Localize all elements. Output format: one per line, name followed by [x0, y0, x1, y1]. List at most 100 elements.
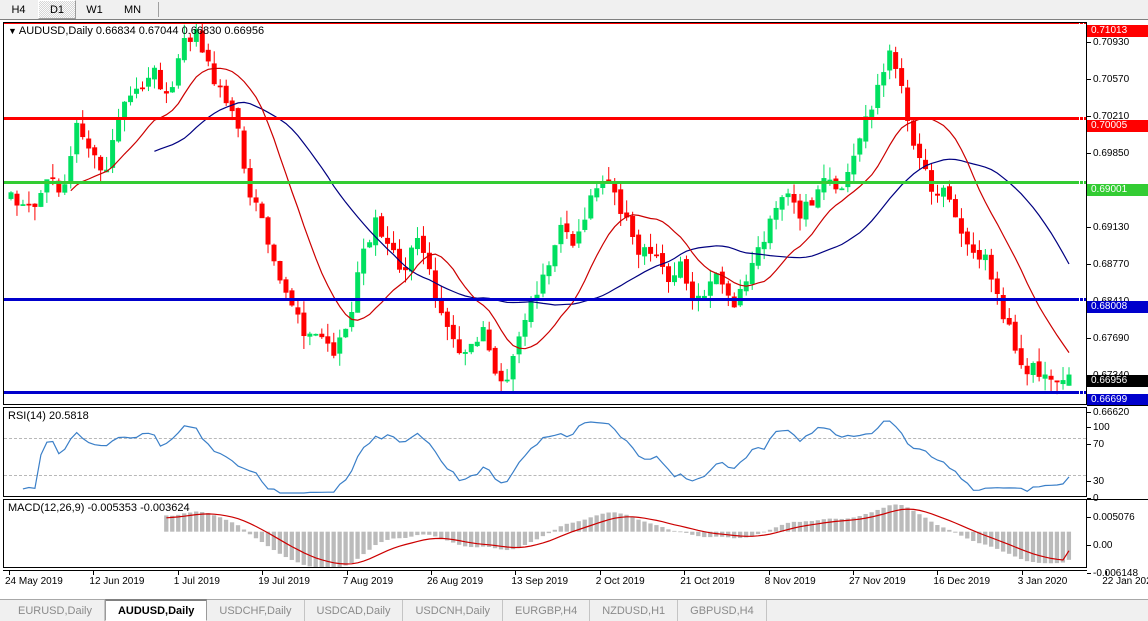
candlestick-plot — [8, 23, 1072, 395]
chart-tab-label: USDCNH,Daily — [415, 604, 491, 617]
period-button-d1[interactable]: D1 — [38, 0, 76, 19]
axis-tick-macd: -0.006148 — [1087, 568, 1148, 580]
time-tick — [853, 571, 854, 575]
rsi-level-30 — [4, 475, 1086, 476]
hline-support-69001[interactable] — [4, 180, 1086, 185]
axis-tick-label: 0.005076 — [1093, 512, 1135, 523]
chart-tab-nzdusd[interactable]: NZDUSD,H1 — [590, 600, 679, 621]
time-label: 8 Nov 2019 — [764, 576, 816, 587]
time-tick — [684, 571, 686, 575]
hline-handle[interactable] — [1079, 180, 1084, 185]
macd-pane[interactable]: MACD(12,26,9) -0.005353 -0.003624 — [3, 499, 1087, 568]
chart-tab-label: USDCHF,Daily — [219, 604, 292, 617]
axis-tick-label: 0 — [1093, 493, 1099, 504]
price-tag-label: 0.69001 — [1091, 184, 1128, 195]
price-tag-resistance[interactable]: 0.70005 — [1087, 120, 1148, 132]
time-label: 2 Oct 2019 — [595, 576, 645, 587]
period-label: MN — [123, 3, 142, 16]
chart-tab-strip: EURUSD,Daily AUDUSD,Daily USDCHF,Daily U… — [0, 599, 1148, 621]
time-label: 21 Oct 2019 — [680, 576, 735, 587]
time-tick — [768, 571, 770, 575]
hline-handle[interactable] — [1079, 116, 1084, 121]
axis-tick: 0.68770 — [1087, 259, 1148, 271]
time-tick — [937, 571, 939, 575]
period-button-mn[interactable]: MN — [114, 0, 152, 19]
period-button-w1[interactable]: W1 — [76, 0, 114, 19]
axis-tick: 0.69850 — [1087, 148, 1148, 160]
time-tick — [1106, 571, 1108, 575]
price-tag-support[interactable]: 0.69001 — [1087, 184, 1148, 196]
time-tick — [177, 571, 179, 575]
axis-tick-label: 0.70930 — [1093, 37, 1130, 48]
axis-tick: 0.70210 — [1087, 111, 1148, 123]
hline-resistance-71013[interactable] — [4, 23, 1086, 25]
axis-tick-label: 70 — [1093, 439, 1105, 450]
hline-handle[interactable] — [1079, 297, 1084, 302]
axis-tick-rsi: 70 — [1087, 439, 1148, 451]
time-label: 12 Jun 2019 — [89, 576, 145, 587]
axis-tick: 0.70570 — [1087, 74, 1148, 86]
time-tick — [93, 571, 95, 575]
time-tick — [346, 571, 348, 575]
hline-resistance-70005[interactable] — [4, 116, 1086, 121]
chart-tab-audusd[interactable]: AUDUSD,Daily — [104, 599, 208, 621]
time-label: 19 Jul 2019 — [258, 576, 310, 587]
rsi-pane[interactable]: RSI(14) 20.5818 — [3, 407, 1087, 497]
time-label: 26 Aug 2019 — [427, 576, 484, 587]
chart-tab-label: EURUSD,Daily — [18, 604, 92, 617]
chart-tab-usdcad[interactable]: USDCAD,Daily — [305, 600, 404, 621]
chart-tab-label: USDCAD,Daily — [316, 604, 391, 617]
axis-tick-rsi: 100 — [1087, 422, 1148, 434]
price-tag-resistance-high[interactable]: 0.71013 — [1087, 25, 1148, 37]
axis-tick-label: -0.006148 — [1093, 568, 1139, 579]
period-toolbar: H4 D1 W1 MN — [0, 0, 1148, 19]
time-label: 24 May 2019 — [5, 576, 63, 587]
time-tick — [515, 571, 517, 575]
chart-tab-label: AUDUSD,Daily — [117, 604, 195, 617]
axis-tick-label: 0.68770 — [1093, 259, 1130, 270]
hline-handle[interactable] — [1079, 390, 1084, 395]
period-label: H4 — [11, 3, 26, 16]
period-label: W1 — [86, 3, 103, 16]
price-pane[interactable]: ▼ AUDUSD,Daily 0.66834 0.67044 0.66830 0.… — [3, 22, 1087, 405]
period-button-h4[interactable]: H4 — [0, 0, 38, 19]
time-label: 3 Jan 2020 — [1017, 576, 1068, 587]
axis-tick-label: 100 — [1093, 422, 1110, 433]
axis-tick: 0.70930 — [1087, 37, 1148, 49]
axis-tick-label: 0.00 — [1093, 540, 1113, 551]
axis-tick: 0.67690 — [1087, 333, 1148, 345]
chart-tab-usdchf[interactable]: USDCHF,Daily — [207, 600, 305, 621]
axis-tick-label: 0.69130 — [1093, 222, 1130, 233]
time-tick — [9, 571, 10, 575]
hline-handle[interactable] — [1079, 23, 1084, 25]
axis-tick-label: 0.70210 — [1093, 111, 1130, 122]
price-tag-level-66699[interactable]: 0.66699 — [1087, 394, 1148, 406]
time-tick — [262, 571, 264, 575]
time-scale[interactable]: 24 May 2019 12 Jun 2019 1 Jul 2019 19 Jul 2… — [3, 570, 1148, 598]
chart-tab-eurusd[interactable]: EURUSD,Daily — [6, 600, 105, 621]
macd-plot — [164, 504, 1072, 567]
scale-divider — [1087, 405, 1148, 406]
chart-tab-eurgbp[interactable]: EURGBP,H4 — [503, 600, 591, 621]
price-tag-label: 0.71013 — [1091, 25, 1128, 36]
axis-tick-macd: 0.00 — [1087, 540, 1148, 552]
price-scale[interactable]: 0.70930 0.70570 0.70210 0.69850 0.69490 … — [1087, 22, 1148, 579]
chart-tab-label: NZDUSD,H1 — [602, 604, 666, 617]
axis-tick-rsi: 0 — [1087, 493, 1148, 505]
axis-tick-macd: 0.005076 — [1087, 512, 1148, 524]
axis-tick-label: 0.69850 — [1093, 148, 1130, 159]
time-label: 16 Dec 2019 — [933, 576, 991, 587]
chart-tab-label: EURGBP,H4 — [515, 604, 578, 617]
axis-tick: 0.66620 — [1087, 407, 1148, 419]
time-tick — [1021, 571, 1023, 575]
rsi-plot — [22, 420, 1070, 494]
toolbar-divider — [158, 2, 159, 17]
chart-tab-usdcnh[interactable]: USDCNH,Daily — [403, 600, 504, 621]
price-tag-level-68008[interactable]: 0.68008 — [1087, 301, 1148, 313]
scale-divider — [1087, 499, 1148, 500]
time-label: 13 Sep 2019 — [511, 576, 569, 587]
chart-tab-gbpusd[interactable]: GBPUSD,H4 — [678, 600, 767, 621]
hline-level-68008[interactable] — [4, 297, 1086, 302]
hline-level-66699[interactable] — [4, 390, 1086, 395]
